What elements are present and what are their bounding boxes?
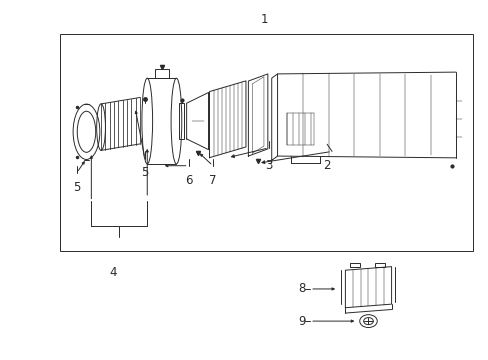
Bar [142,103,147,144]
Text: 5: 5 [141,166,148,179]
Text: 5: 5 [73,181,81,194]
Text: 8: 8 [297,283,305,296]
Ellipse shape [142,78,152,164]
Text: 7: 7 [209,174,216,186]
Text: 3: 3 [264,159,272,172]
Text: 2: 2 [323,159,330,172]
Bar [350,263,360,267]
Bar [60,33,472,251]
Text: 9: 9 [297,315,305,328]
Ellipse shape [171,78,182,164]
Bar [154,69,169,78]
Bar [374,263,384,267]
Text: 4: 4 [109,266,117,279]
Text: 1: 1 [260,13,267,26]
Text: 6: 6 [184,174,192,186]
Bar [179,103,184,139]
